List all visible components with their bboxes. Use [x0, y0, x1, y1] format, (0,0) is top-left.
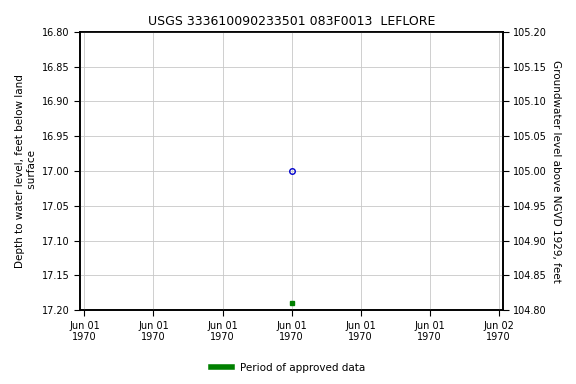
Y-axis label: Depth to water level, feet below land
 surface: Depth to water level, feet below land su… — [15, 74, 37, 268]
Title: USGS 333610090233501 083F0013  LEFLORE: USGS 333610090233501 083F0013 LEFLORE — [148, 15, 435, 28]
Legend: Period of approved data: Period of approved data — [207, 359, 369, 377]
Y-axis label: Groundwater level above NGVD 1929, feet: Groundwater level above NGVD 1929, feet — [551, 60, 561, 282]
